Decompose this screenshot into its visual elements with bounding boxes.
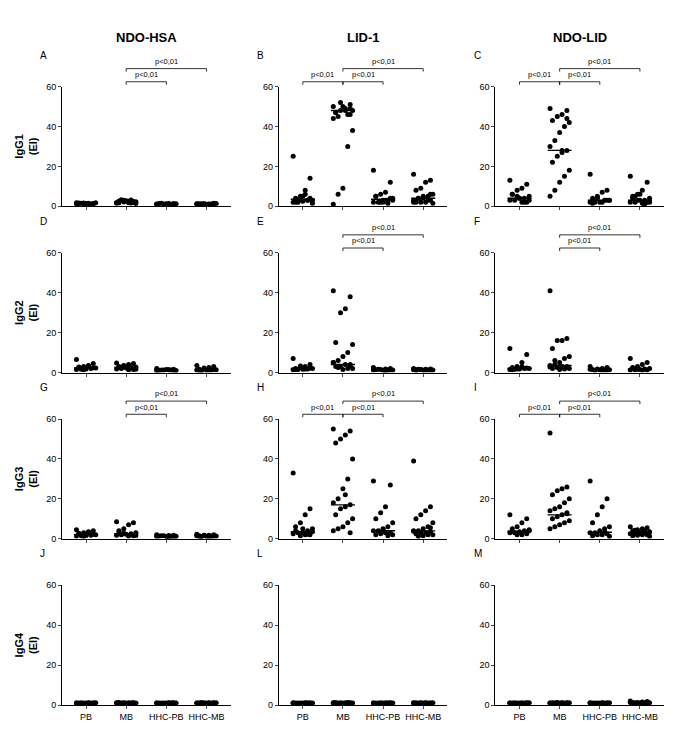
svg-text:PB: PB bbox=[80, 712, 92, 722]
svg-text:60: 60 bbox=[480, 414, 490, 424]
svg-text:PB: PB bbox=[514, 712, 526, 722]
svg-text:B: B bbox=[257, 50, 264, 61]
svg-text:40: 40 bbox=[263, 288, 273, 298]
svg-text:p<0,01: p<0,01 bbox=[155, 57, 178, 66]
svg-text:HHC-PB: HHC-PB bbox=[149, 712, 184, 722]
svg-text:0: 0 bbox=[485, 201, 490, 211]
svg-text:40: 40 bbox=[46, 620, 56, 630]
svg-text:40: 40 bbox=[46, 288, 56, 298]
svg-text:p<0,01: p<0,01 bbox=[135, 403, 158, 412]
svg-text:G: G bbox=[40, 382, 48, 393]
svg-text:20: 20 bbox=[480, 494, 490, 504]
svg-text:60: 60 bbox=[46, 580, 56, 590]
svg-text:60: 60 bbox=[263, 248, 273, 258]
svg-text:0: 0 bbox=[268, 201, 273, 211]
svg-text:40: 40 bbox=[480, 122, 490, 132]
svg-text:I: I bbox=[474, 382, 477, 393]
svg-text:PB: PB bbox=[297, 712, 309, 722]
svg-text:40: 40 bbox=[263, 620, 273, 630]
svg-text:0: 0 bbox=[485, 700, 490, 710]
svg-text:0: 0 bbox=[51, 368, 56, 378]
svg-text:40: 40 bbox=[46, 454, 56, 464]
svg-text:E: E bbox=[257, 216, 264, 227]
svg-text:HHC-MB: HHC-MB bbox=[405, 712, 441, 722]
svg-text:A: A bbox=[40, 50, 47, 61]
svg-text:40: 40 bbox=[263, 454, 273, 464]
svg-text:IgG1(EI): IgG1(EI) bbox=[13, 134, 39, 158]
svg-text:p<0,01: p<0,01 bbox=[372, 223, 395, 232]
svg-text:0: 0 bbox=[51, 534, 56, 544]
svg-text:p<0,01: p<0,01 bbox=[528, 70, 551, 79]
svg-text:IgG3(EI): IgG3(EI) bbox=[13, 467, 39, 491]
svg-text:0: 0 bbox=[268, 368, 273, 378]
svg-text:MB: MB bbox=[336, 712, 350, 722]
svg-text:p<0,01: p<0,01 bbox=[372, 57, 395, 66]
svg-text:p<0,01: p<0,01 bbox=[135, 70, 158, 79]
svg-text:p<0,01: p<0,01 bbox=[372, 389, 395, 398]
svg-text:60: 60 bbox=[46, 248, 56, 258]
svg-text:IgG2(EI): IgG2(EI) bbox=[13, 300, 39, 324]
svg-text:HHC-MB: HHC-MB bbox=[188, 712, 224, 722]
svg-text:F: F bbox=[474, 216, 480, 227]
svg-text:LID-1: LID-1 bbox=[347, 30, 380, 45]
svg-text:p<0,01: p<0,01 bbox=[588, 57, 611, 66]
svg-text:60: 60 bbox=[480, 82, 490, 92]
svg-text:20: 20 bbox=[263, 494, 273, 504]
svg-text:60: 60 bbox=[480, 580, 490, 590]
svg-text:60: 60 bbox=[46, 82, 56, 92]
svg-text:20: 20 bbox=[46, 328, 56, 338]
svg-text:20: 20 bbox=[263, 660, 273, 670]
svg-text:0: 0 bbox=[485, 534, 490, 544]
svg-text:0: 0 bbox=[51, 201, 56, 211]
svg-text:L: L bbox=[257, 548, 263, 559]
svg-text:60: 60 bbox=[263, 414, 273, 424]
svg-text:p<0,01: p<0,01 bbox=[568, 70, 591, 79]
svg-text:20: 20 bbox=[263, 162, 273, 172]
svg-text:HHC-PB: HHC-PB bbox=[366, 712, 401, 722]
svg-text:HHC-PB: HHC-PB bbox=[583, 712, 618, 722]
svg-text:MB: MB bbox=[553, 712, 567, 722]
svg-text:60: 60 bbox=[263, 580, 273, 590]
svg-text:60: 60 bbox=[46, 414, 56, 424]
svg-text:p<0,01: p<0,01 bbox=[352, 70, 375, 79]
svg-text:p<0,01: p<0,01 bbox=[528, 403, 551, 412]
svg-text:20: 20 bbox=[480, 162, 490, 172]
svg-text:20: 20 bbox=[480, 660, 490, 670]
svg-text:40: 40 bbox=[480, 288, 490, 298]
svg-text:p<0,01: p<0,01 bbox=[352, 403, 375, 412]
svg-text:IgG4(EI): IgG4(EI) bbox=[13, 632, 39, 657]
svg-text:p<0,01: p<0,01 bbox=[311, 403, 334, 412]
svg-text:p<0,01: p<0,01 bbox=[588, 223, 611, 232]
svg-text:p<0,01: p<0,01 bbox=[568, 403, 591, 412]
svg-text:0: 0 bbox=[268, 700, 273, 710]
svg-text:HHC-MB: HHC-MB bbox=[622, 712, 658, 722]
svg-text:60: 60 bbox=[263, 82, 273, 92]
svg-text:M: M bbox=[474, 548, 482, 559]
svg-text:20: 20 bbox=[46, 162, 56, 172]
svg-text:NDO-LID: NDO-LID bbox=[553, 30, 607, 45]
svg-text:40: 40 bbox=[480, 454, 490, 464]
svg-text:p<0,01: p<0,01 bbox=[311, 70, 334, 79]
svg-text:0: 0 bbox=[268, 534, 273, 544]
svg-text:20: 20 bbox=[46, 494, 56, 504]
svg-text:p<0,01: p<0,01 bbox=[568, 236, 591, 245]
svg-text:20: 20 bbox=[46, 660, 56, 670]
svg-text:H: H bbox=[257, 382, 264, 393]
svg-text:40: 40 bbox=[480, 620, 490, 630]
svg-text:p<0,01: p<0,01 bbox=[588, 389, 611, 398]
svg-text:MB: MB bbox=[119, 712, 132, 722]
svg-text:60: 60 bbox=[480, 248, 490, 258]
svg-text:p<0,01: p<0,01 bbox=[352, 236, 375, 245]
svg-text:0: 0 bbox=[51, 700, 56, 710]
svg-text:20: 20 bbox=[263, 328, 273, 338]
svg-text:D: D bbox=[40, 216, 47, 227]
svg-text:J: J bbox=[40, 548, 45, 559]
svg-text:40: 40 bbox=[263, 122, 273, 132]
svg-text:p<0,01: p<0,01 bbox=[155, 389, 178, 398]
svg-text:40: 40 bbox=[46, 122, 56, 132]
svg-text:0: 0 bbox=[485, 368, 490, 378]
svg-text:NDO-HSA: NDO-HSA bbox=[116, 30, 177, 45]
svg-text:20: 20 bbox=[480, 328, 490, 338]
svg-text:C: C bbox=[474, 50, 481, 61]
